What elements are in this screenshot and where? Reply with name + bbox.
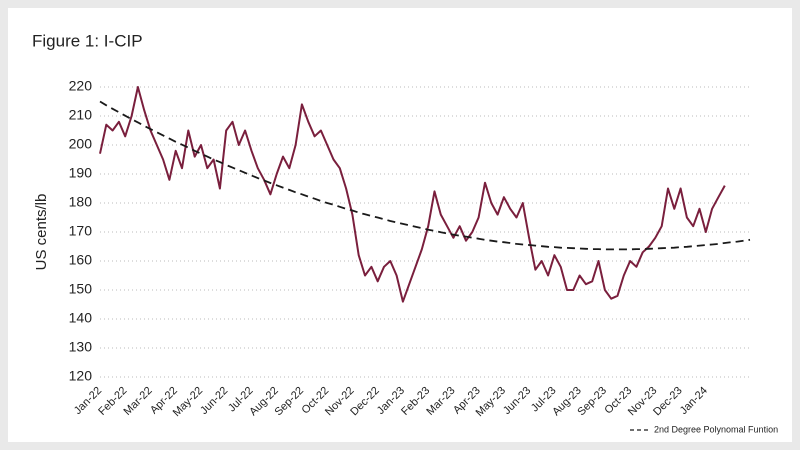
y-tick-label: 130 xyxy=(69,339,93,355)
y-tick-label: 190 xyxy=(69,165,93,181)
y-tick-label: 200 xyxy=(69,136,93,152)
y-tick-label: 120 xyxy=(69,368,93,384)
y-tick-label: 170 xyxy=(69,223,93,239)
y-tick-label: 180 xyxy=(69,194,93,210)
price-line xyxy=(99,86,726,303)
y-tick-label: 160 xyxy=(69,252,93,268)
legend-label: 2nd Degree Polynomal Funtion xyxy=(654,424,778,434)
chart-title: Figure 1: I-CIP xyxy=(32,31,143,50)
y-tick-label: 210 xyxy=(69,107,93,123)
y-axis-label: US cents/lb xyxy=(33,194,50,271)
y-tick-label: 140 xyxy=(69,310,93,326)
y-tick-label: 220 xyxy=(69,78,93,94)
trend-line xyxy=(99,100,751,251)
y-tick-label: 150 xyxy=(69,281,93,297)
